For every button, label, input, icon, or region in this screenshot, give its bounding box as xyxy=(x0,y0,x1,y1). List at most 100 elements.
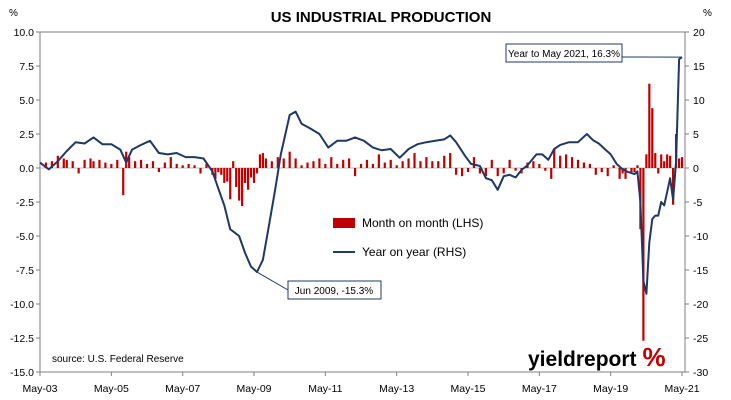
left-tick-label: 7.5 xyxy=(19,61,34,73)
mom-bar xyxy=(431,161,434,168)
mom-bar xyxy=(612,165,615,168)
mom-bar xyxy=(324,163,327,168)
mom-bar xyxy=(594,168,597,175)
mom-bar xyxy=(630,168,633,173)
mom-bar xyxy=(437,161,440,168)
plot-area xyxy=(39,31,686,373)
mom-bar xyxy=(181,165,184,168)
mom-bar xyxy=(538,163,541,168)
right-tick-label: 20 xyxy=(693,27,705,39)
mom-bar xyxy=(258,154,262,168)
mom-bar xyxy=(134,161,137,168)
mom-bar xyxy=(621,168,624,174)
annotation-may-2021: Year to May 2021, 16.3% xyxy=(505,43,683,63)
mom-bar xyxy=(389,159,392,168)
mom-bar xyxy=(50,161,53,168)
mom-bar xyxy=(570,157,574,168)
mom-bar xyxy=(92,161,95,168)
mom-bar xyxy=(365,159,369,168)
left-tick-label: 5.0 xyxy=(19,95,34,107)
right-tick-label: 10 xyxy=(693,95,705,107)
mom-bar xyxy=(660,154,663,168)
mom-bar xyxy=(252,168,256,183)
mom-bar xyxy=(243,168,247,183)
brand-percent-symbol: % xyxy=(643,342,666,372)
x-tick-label: May-17 xyxy=(522,383,557,395)
mom-bar xyxy=(407,158,410,168)
mom-bar xyxy=(175,163,178,168)
source-note: source: U.S. Federal Reserve xyxy=(52,354,184,365)
mom-bar xyxy=(654,153,657,168)
mom-bar xyxy=(116,159,119,168)
mom-bar xyxy=(264,158,267,168)
chart-title: US INDUSTRIAL PRODUCTION xyxy=(271,9,492,26)
mom-bar xyxy=(600,168,603,173)
mom-bar xyxy=(312,161,315,168)
mom-bar xyxy=(633,168,636,173)
mom-bar xyxy=(472,157,476,168)
mom-bar xyxy=(65,159,68,168)
mom-bar xyxy=(413,153,416,168)
mom-bar xyxy=(565,154,568,168)
mom-bar xyxy=(294,158,297,168)
right-tick-label: -30 xyxy=(693,367,708,379)
mom-bar xyxy=(238,168,241,201)
mom-bar xyxy=(576,159,580,168)
mom-bar xyxy=(288,151,291,168)
annotation-leader xyxy=(256,271,289,291)
mom-bar xyxy=(666,154,669,168)
left-tick-label: -2.5 xyxy=(16,197,34,209)
annotation-jun-2009: Jun 2009, -15.3% xyxy=(256,271,382,300)
right-axis: 20 15 10 5 0 -5 -10 -15 -20 -25 -30 xyxy=(685,27,708,379)
brand-text: yieldreport xyxy=(528,348,637,371)
mom-bar xyxy=(139,159,143,168)
right-tick-label: -10 xyxy=(693,231,708,243)
brand-logo: yieldreport% xyxy=(528,342,666,372)
mom-bar xyxy=(276,157,279,168)
mom-bar xyxy=(395,165,398,168)
mom-bar xyxy=(235,168,238,188)
mom-bar xyxy=(553,148,556,168)
mom-bar xyxy=(419,161,422,168)
mom-bar xyxy=(125,151,128,168)
mom-bar xyxy=(214,168,217,179)
mom-bar xyxy=(559,155,562,168)
mom-bar xyxy=(246,168,250,190)
mom-bar xyxy=(532,161,535,168)
mom-bar xyxy=(508,159,511,168)
mom-bar xyxy=(663,161,666,168)
mom-bar xyxy=(502,168,505,174)
svg-text:yieldreport%: yieldreport% xyxy=(528,342,666,372)
mom-bar xyxy=(550,168,553,179)
mom-bar xyxy=(680,157,684,168)
x-tick-label: May-13 xyxy=(379,383,414,395)
right-tick-label: 15 xyxy=(693,61,705,73)
mom-bar xyxy=(318,158,321,168)
mom-bar xyxy=(89,158,92,168)
mom-bar xyxy=(425,157,428,168)
yoy-line xyxy=(39,56,683,295)
left-axis: 10.0 7.5 5.0 2.5 0.0 -2.5 -5.0 -7.5 -10.0 -12.5 -1… xyxy=(10,27,40,379)
mom-bar xyxy=(478,168,482,174)
mom-bar xyxy=(77,168,80,174)
mom-bar xyxy=(83,159,86,168)
x-tick-label: May-03 xyxy=(22,383,57,395)
mom-bar xyxy=(205,163,208,168)
mom-bar xyxy=(220,168,223,175)
left-tick-label: 10.0 xyxy=(14,27,35,39)
legend-swatch-mom xyxy=(333,218,355,228)
mom-bar xyxy=(261,153,265,168)
mom-bar xyxy=(336,163,339,168)
mom-bar xyxy=(455,168,458,175)
left-tick-label: -15.0 xyxy=(10,367,34,379)
mom-bar xyxy=(151,161,155,168)
mom-bar xyxy=(163,162,166,168)
right-tick-label: -20 xyxy=(693,299,708,311)
mom-bar xyxy=(169,157,172,168)
mom-bar xyxy=(460,168,464,177)
x-tick-label: May-15 xyxy=(451,383,486,395)
mom-bar xyxy=(306,162,309,168)
mom-bar xyxy=(71,161,74,168)
